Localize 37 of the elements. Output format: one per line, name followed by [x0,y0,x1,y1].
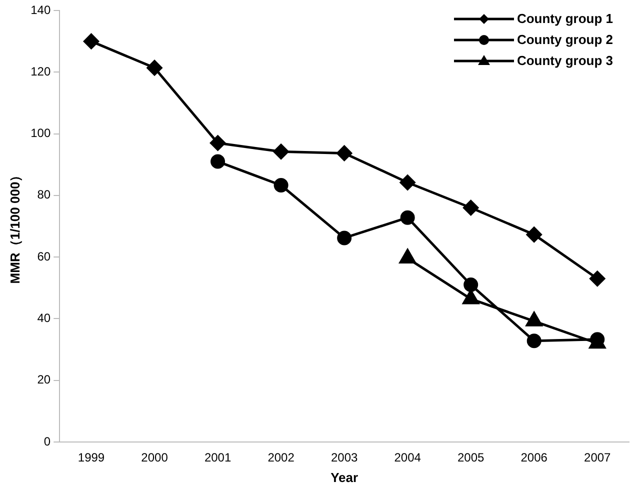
point [464,278,478,292]
point [210,135,226,151]
point [590,270,606,286]
point [526,226,542,242]
legend-label: County group 1 [516,10,613,28]
y-tick-label: 20 [37,372,51,387]
y-tick-label: 100 [30,126,51,140]
x-tick-label: 2002 [268,450,295,465]
x-tick-label: 2000 [141,450,168,465]
point [400,210,415,225]
y-tick-label: 60 [37,249,51,264]
point [463,200,479,216]
legend-label: County group 3 [516,52,613,70]
point [210,154,226,169]
point [84,34,100,50]
x-tick-label: 1999 [78,450,105,465]
x-tick-label: 2001 [204,450,232,465]
x-tick-label: 2007 [584,450,612,465]
y-tick-label: 120 [30,64,51,78]
y-tick-label: 80 [37,188,51,202]
y-tick-label: 0 [44,434,51,448]
x-axis-title: Year [330,470,358,485]
point [274,178,288,193]
point [337,230,352,246]
y-axis-title: MMR（1/100 000） [7,168,22,284]
x-tick-label: 2005 [457,450,485,465]
legend-label: County group 2 [516,31,613,49]
point [336,145,352,161]
x-tick-label: 2004 [394,450,422,465]
point [400,174,416,190]
point [526,334,542,348]
point [273,144,289,160]
x-tick-label: 2003 [330,450,358,465]
y-tick-label: 40 [37,311,51,326]
point [146,60,162,76]
y-tick-label: 140 [30,2,51,17]
x-tick-label: 2006 [520,450,548,465]
